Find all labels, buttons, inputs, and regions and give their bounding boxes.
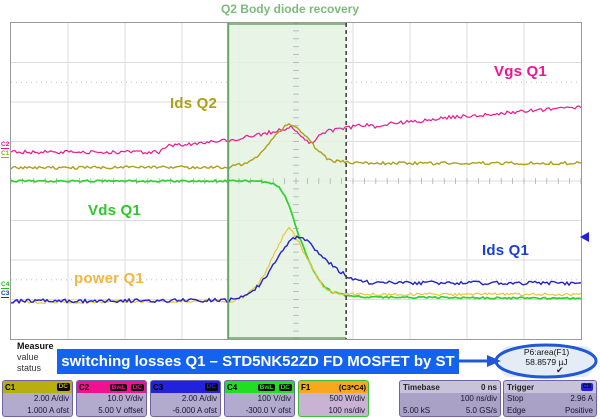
timebase-scale: 100 ns/div [460,394,497,403]
trigger-level-arrow-icon[interactable] [580,232,589,242]
c2-offset: 5.00 V offset [98,405,143,415]
trigger-source-badge: C3 [580,383,593,391]
c2-coupling-badge: DC [130,384,144,391]
timebase-label: Timebase [403,382,440,392]
c1-zero-marker: C1 [1,150,10,158]
c2-scale: 10.0 V/div [107,394,143,403]
trigger-type: Edge [507,405,526,415]
channel-box-c3[interactable]: C3 DC 2.00 A/div -6.000 A ofst [150,380,221,417]
annotation-arrowhead-icon [487,355,501,367]
p6-readout[interactable]: P6:area(F1) 58.8579 µJ [500,347,593,367]
timebase-delay: 0 ns [480,382,497,392]
f1-scale: 500 W/div [329,394,365,403]
c4-label: C4 [227,382,238,392]
c4-offset: -300.0 V ofst [245,405,291,415]
c3-offset: -6.000 A ofst [172,405,217,415]
channel-box-c1[interactable]: C1 DC 2.00 A/div 1.000 A ofst [2,380,73,417]
c2-label: C2 [79,382,90,392]
c1-label: C1 [5,382,16,392]
trigger-slope: Positive [564,405,593,415]
c1-coupling-badge: DC [56,383,70,391]
label-ids-q1: Ids Q1 [482,242,530,259]
timebase-samplerate: 5.0 GS/s [465,405,497,415]
measure-header: Measure [17,341,54,351]
measure-status-label: status [17,363,42,373]
label-vds-q1: Vds Q1 [88,202,141,219]
c1-offset: 1.000 A ofst [27,405,69,415]
scope-graticule [10,22,582,340]
timebase-box[interactable]: Timebase 0 ns 100 ns/div 5.00 kS 5.0 GS/… [399,380,501,417]
annotation-banner: switching losses Q1 – STD5NK52ZD FD MOSF… [57,349,459,374]
c1-scale: 2.00 A/div [33,394,69,403]
math-box-f1[interactable]: F1 (C3*C4) 500 W/div 100 ns/div [298,380,369,417]
f1-label: F1 [301,382,311,392]
trace-c1 [11,122,581,170]
label-ids-q2: Ids Q2 [170,95,218,112]
trace-c3 [11,235,581,305]
c4-coupling-badge: DC [278,384,292,391]
trigger-label: Trigger [507,382,535,392]
c4-zero-marker: C4 [1,281,10,289]
timebase-samples: 5.00 kS [403,405,431,415]
trace-c4 [11,179,581,300]
c3-scale: 2.00 A/div [181,394,217,403]
c2-zero-marker: C2 [1,141,10,149]
c4-bwl-badge: BwL [257,384,276,391]
label-vgs-q1: Vgs Q1 [494,63,547,80]
c4-scale: 100 V/div [257,394,291,403]
c3-coupling-badge: DC [204,383,218,391]
f1-expression: (C3*C4) [338,382,366,392]
c2-bwl-badge: BwL [109,384,128,391]
channel-box-c2[interactable]: C2 BwL DC 10.0 V/div 5.00 V offset [76,380,147,417]
p6-value: 58.8579 µJ [525,357,568,367]
waveform-plot [11,23,581,339]
label-power-q1: power Q1 [74,270,144,287]
trigger-mode: Stop [507,394,524,403]
c3-label: C3 [153,382,164,392]
p6-valid-check-icon: ✔ [556,365,564,375]
trace-c2 [11,105,581,155]
trigger-box[interactable]: Trigger C3 Stop 2.96 A Edge Positive [503,380,597,417]
f1-timescale: 100 ns/div [328,405,365,415]
region-title: Q2 Body diode recovery [220,2,360,16]
measure-value-label: value [17,352,39,362]
channel-box-c4[interactable]: C4 BwL DC 100 V/div -300.0 V ofst [224,380,295,417]
p6-label: P6:area(F1) [523,347,570,357]
trigger-level: 2.96 A [570,394,593,403]
c3-zero-marker: C3 [1,290,10,298]
